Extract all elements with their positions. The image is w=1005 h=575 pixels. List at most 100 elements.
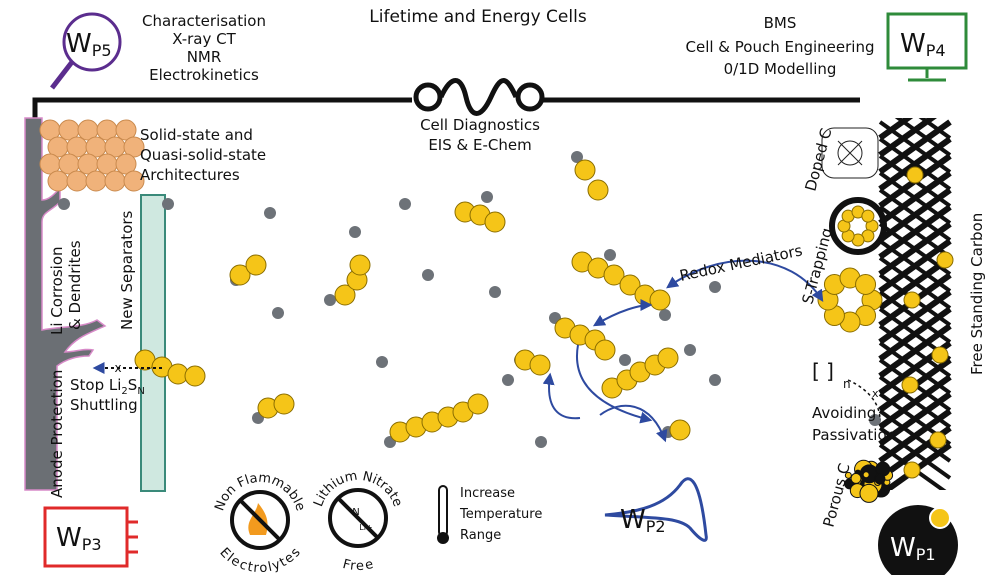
sulfur	[931, 346, 949, 364]
porphyrin	[821, 127, 879, 179]
passivation-line: Avoiding	[812, 404, 876, 422]
porous-label: Porous C	[819, 461, 853, 529]
battery-terminals	[127, 520, 138, 554]
sulfur	[901, 376, 919, 394]
arch-line: Architectures	[140, 166, 240, 184]
magnifier	[62, 12, 122, 72]
sphere	[66, 170, 88, 192]
sulfur	[587, 179, 609, 201]
blocked-x: x	[872, 387, 879, 400]
polysulfide-end	[264, 207, 276, 219]
mask	[860, 490, 1000, 510]
char-line: X-ray CT	[172, 30, 236, 48]
polysulfide-end	[324, 294, 336, 306]
polysulfide-end	[489, 286, 501, 298]
polysulfide-end	[619, 354, 631, 366]
thermometer	[437, 485, 449, 544]
sulfur	[594, 339, 616, 361]
polysulfide-end	[58, 198, 70, 210]
polymer-bracket: [ ]	[812, 359, 834, 383]
arch-line: Quasi-solid-state	[140, 146, 266, 164]
arch-line: Solid-state and	[140, 126, 253, 144]
shuttling: Stop Li2SN	[70, 376, 145, 397]
terminal	[413, 82, 443, 112]
diag-line: Cell Diagnostics	[420, 116, 540, 134]
terminal	[515, 82, 545, 112]
cyclic-voltammogram	[604, 477, 708, 542]
wp1-label: WP1	[890, 533, 936, 564]
sphere	[123, 136, 145, 158]
polysulfide-end	[535, 436, 547, 448]
wp4-label: WP4	[900, 29, 946, 60]
corrosion-line: & Dendrites	[66, 240, 84, 330]
blocked-arrow	[847, 379, 881, 421]
redox-label: Redox Mediators	[678, 241, 804, 285]
particles	[58, 151, 894, 503]
free-standing-carbon	[860, 60, 1000, 510]
char-line: NMR	[187, 48, 222, 66]
sulfur	[855, 273, 877, 295]
curved-label: Free	[341, 557, 375, 574]
sphere	[123, 170, 145, 192]
sulfur	[936, 251, 954, 269]
sulfur-ring	[817, 205, 883, 333]
sulfur	[669, 419, 691, 441]
sulfur	[903, 291, 921, 309]
porous-carbon	[844, 471, 852, 479]
sulfur	[657, 347, 679, 369]
char-line: Characterisation	[142, 12, 266, 30]
sulfur	[184, 365, 206, 387]
shuttling-line2: Shuttling	[70, 396, 138, 414]
sulfur-dot	[929, 507, 951, 529]
temp-line: Temperature	[459, 507, 542, 522]
sphere	[85, 170, 107, 192]
sphere	[115, 119, 137, 141]
polysulfide-end	[604, 249, 616, 261]
no-nitrate-icon: NLi+	[328, 488, 388, 548]
battery	[43, 506, 129, 568]
porous-carbon	[859, 483, 879, 503]
diag-line: EIS & E-Chem	[428, 136, 531, 154]
resistor-wave	[438, 78, 519, 116]
title: Lifetime and Energy Cells	[369, 7, 587, 27]
eng-line: BMS	[764, 14, 797, 32]
corrosion-line: Li Corrosion	[48, 246, 66, 335]
sphere	[47, 170, 69, 192]
sulfur	[273, 393, 295, 415]
polymer-n: n	[843, 377, 851, 391]
sulfur	[334, 284, 356, 306]
sulfur	[484, 211, 506, 233]
polysulfide-end	[709, 281, 721, 293]
blocked-x: x	[114, 361, 121, 375]
polysulfide-end	[659, 309, 671, 321]
sphere	[104, 170, 126, 192]
lithium-ion: Li+	[359, 523, 372, 532]
separator	[140, 194, 166, 492]
porous-carbon	[862, 471, 870, 479]
polysulfide-end	[422, 269, 434, 281]
sulfur	[861, 209, 875, 223]
doped-label: Doped C	[801, 126, 835, 193]
wp3-label: WP3	[56, 523, 102, 554]
polysulfide-end	[481, 191, 493, 203]
separator-label: New Separators	[118, 210, 136, 330]
sulfur	[903, 461, 921, 479]
polysulfide-end	[376, 356, 388, 368]
monitor-stand	[908, 68, 946, 82]
polysulfide-end	[272, 307, 284, 319]
eng-line: 0/1D Modelling	[724, 60, 837, 78]
polysulfide-end	[869, 414, 881, 426]
sulfur	[529, 354, 551, 376]
s-trap	[829, 197, 887, 255]
sphere	[115, 153, 137, 175]
sulfur	[467, 393, 489, 415]
monitor	[886, 12, 968, 70]
mask	[860, 60, 1000, 118]
eng-line: Cell & Pouch Engineering	[686, 38, 875, 56]
passivation-line: Passivation	[812, 426, 896, 444]
porous-carbon	[874, 473, 886, 485]
polysulfide-end	[502, 374, 514, 386]
porous-carbon	[850, 472, 862, 484]
sulfur	[649, 289, 671, 311]
